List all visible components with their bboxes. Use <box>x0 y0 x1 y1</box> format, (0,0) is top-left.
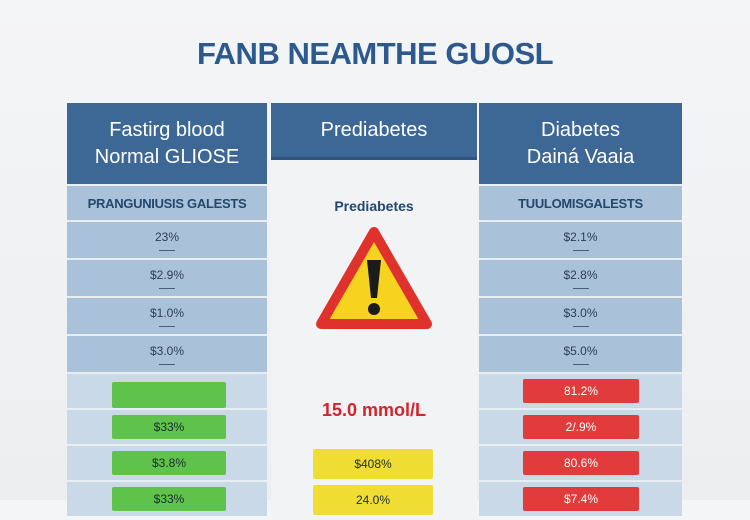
divider <box>572 249 589 251</box>
warning-triangle-icon <box>316 227 432 329</box>
divider <box>159 287 175 289</box>
row-value: $1.0% <box>149 305 185 320</box>
table-row: 23% <box>67 220 267 258</box>
prediabetes-badge: 24.0% <box>313 485 433 515</box>
prediabetes-column: Prediabetes Prediabetes 15.0 mmol/L $408… <box>271 103 477 520</box>
divider <box>159 325 175 327</box>
row-value: 23% <box>154 229 180 244</box>
table-row: $33% <box>67 408 267 444</box>
table-row: $2.8% <box>479 258 682 296</box>
table-row: $5.0% <box>479 334 682 372</box>
table-row: $33% <box>67 480 267 516</box>
diabetes-badge: $7.4% <box>523 487 639 511</box>
glucose-reading: 15.0 mmol/L <box>321 400 427 420</box>
divider <box>572 363 589 365</box>
diabetes-badge: 81.2% <box>523 379 639 403</box>
divider <box>159 363 175 365</box>
divider <box>572 287 589 289</box>
divider <box>159 249 175 251</box>
normal-badge: $3.8% <box>112 451 226 475</box>
diabetes-badge: 2/.9% <box>523 415 639 439</box>
table-row: 2/.9% <box>479 408 682 444</box>
normal-badge: $33% <box>112 487 226 511</box>
row-value: $2.1% <box>563 229 598 244</box>
table-row: $3.0% <box>67 334 267 372</box>
table-row: $2.1% <box>479 220 682 258</box>
table-row: $2.9% <box>67 258 267 296</box>
row-value: $3.0% <box>563 305 598 320</box>
table-row <box>67 372 267 408</box>
diabetes-header: Diabetes Dainá Vaaia <box>479 103 682 184</box>
row-value: $3.0% <box>149 343 185 358</box>
normal-badge: $33% <box>112 415 226 439</box>
normal-header-line-2: Normal GLIOSE <box>94 145 240 168</box>
prediabetes-panel: Prediabetes 15.0 mmol/L $408% 24.0% <box>271 160 477 520</box>
diabetes-subheader: TUULOMISGALESTS <box>479 184 682 220</box>
diabetes-badge: 80.6% <box>523 451 639 475</box>
diabetes-column: Diabetes Dainá Vaaia TUULOMISGALESTS $2.… <box>479 103 682 516</box>
normal-header: Fastirg blood Normal GLIOSE <box>67 103 267 184</box>
table-row: $3.8% <box>67 444 267 480</box>
row-value: $2.8% <box>563 267 598 282</box>
normal-column: Fastirg blood Normal GLIOSE PRANGUNIUSIS… <box>67 103 267 516</box>
divider <box>572 325 589 327</box>
table-row: 80.6% <box>479 444 682 480</box>
normal-subheader: PRANGUNIUSIS GALESTS <box>67 184 267 220</box>
prediabetes-label: Prediabetes <box>334 198 414 214</box>
table-row: 81.2% <box>479 372 682 408</box>
diabetes-header-line-2: Dainá Vaaia <box>526 145 635 168</box>
table-row: $7.4% <box>479 480 682 516</box>
page-title: FANB NEAMTHE GUOSL <box>196 36 554 71</box>
table-row: $3.0% <box>479 296 682 334</box>
table-row: $1.0% <box>67 296 267 334</box>
row-value: $5.0% <box>563 343 598 358</box>
prediabetes-header: Prediabetes <box>271 103 477 160</box>
diabetes-header-line-1: Diabetes <box>541 118 620 141</box>
normal-badge <box>112 382 226 408</box>
normal-header-line-1: Fastirg blood <box>109 118 225 141</box>
prediabetes-badge: $408% <box>313 449 433 479</box>
row-value: $2.9% <box>149 267 185 282</box>
